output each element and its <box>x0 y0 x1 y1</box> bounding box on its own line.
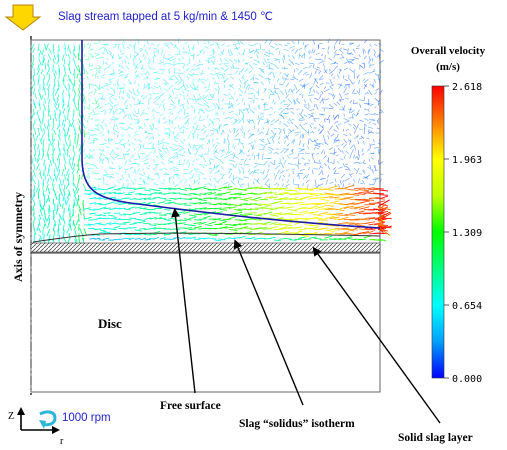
colorbar-tick-label: 1.309 <box>452 228 482 239</box>
rotation-speed-label: 1000 rpm <box>62 412 111 424</box>
solidus-leader <box>233 239 304 406</box>
colorbar-tick-label: 0.654 <box>452 301 482 312</box>
disc-label: Disc <box>98 316 122 331</box>
colorbar-title-line1: Overall velocity <box>411 45 486 57</box>
colorbar-title-line2: (m/s) <box>436 61 460 73</box>
axis-of-symmetry-label: Axis of symmetry <box>11 192 25 282</box>
solid-layer-label: Solid slag layer <box>398 432 473 444</box>
velocity-vector-field <box>30 37 392 248</box>
domain-frame <box>30 39 381 393</box>
solidus-isotherm-curve <box>32 232 381 243</box>
solidus-label: Slag “solidus” isotherm <box>239 418 355 430</box>
coordinate-axes-icon <box>17 407 60 434</box>
inflow-arrow-icon <box>4 4 42 31</box>
solid-slag-layer-band <box>30 242 381 253</box>
coord-z-label: Z <box>8 411 14 422</box>
rotation-icon <box>39 410 57 429</box>
inflow-label: Slag stream tapped at 5 kg/min & 1450 ℃ <box>58 11 273 23</box>
solid-layer-leader <box>312 246 441 424</box>
coord-r-label: r <box>60 436 64 447</box>
free-surface-label: Free surface <box>160 400 221 412</box>
colorbar-tick-label: 0.000 <box>452 374 482 385</box>
colorbar-gradient <box>431 85 445 379</box>
colorbar-ticks: 2.618 1.963 1.309 0.654 0.000 <box>444 82 482 385</box>
free-surface-leader <box>171 208 196 394</box>
colorbar-tick-label: 2.618 <box>452 82 482 93</box>
free-surface-curve <box>81 40 381 229</box>
colorbar-tick-label: 1.963 <box>452 155 482 166</box>
